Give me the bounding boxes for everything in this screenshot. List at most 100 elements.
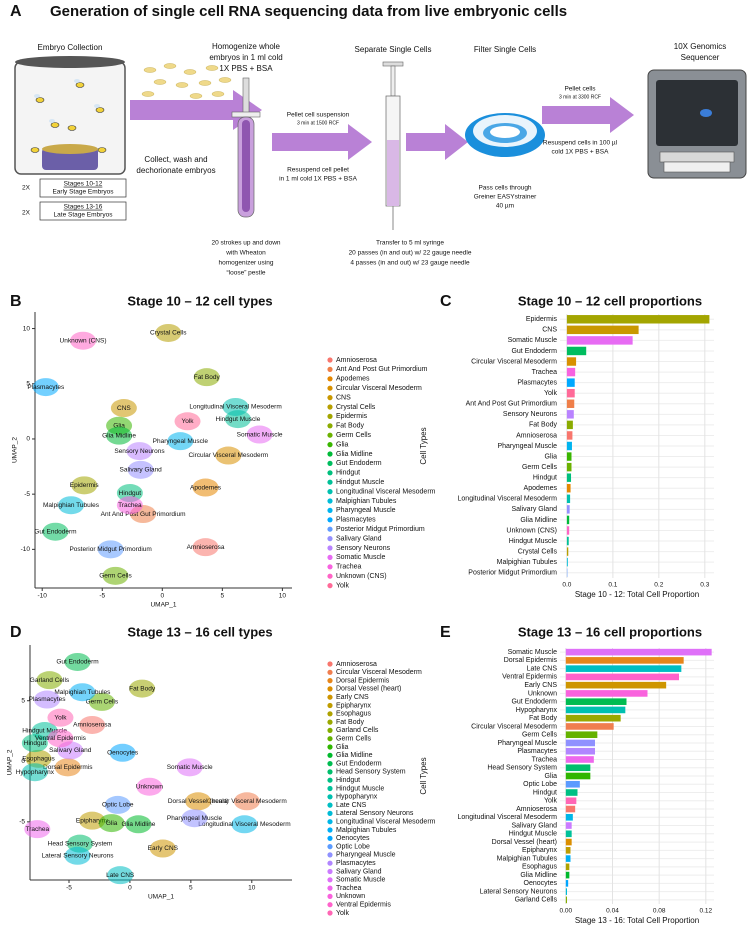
x-tick-label: -5 bbox=[99, 593, 105, 600]
step-title: Embryo Collection bbox=[38, 43, 103, 52]
step-note: Greiner EASYstrainer bbox=[474, 194, 537, 201]
panel-label: B bbox=[10, 293, 22, 310]
legend-marker bbox=[327, 827, 333, 833]
y-tick-label: Head Sensory System bbox=[487, 765, 557, 772]
legend-label: Yolk bbox=[336, 582, 349, 589]
cluster-label: Pharyngeal Muscle bbox=[153, 438, 209, 445]
legend-label: Epipharynx bbox=[336, 702, 372, 709]
x-axis-label: Stage 13 - 16: Total Cell Proportion bbox=[575, 916, 699, 925]
bar bbox=[566, 473, 572, 482]
cell-cluster bbox=[176, 758, 203, 777]
legend-label: Apodemes bbox=[336, 376, 370, 383]
legend-label: Epidermis bbox=[336, 413, 368, 420]
cluster-label: Germ Cells bbox=[99, 573, 132, 580]
step-title: Sequencer bbox=[681, 53, 720, 62]
cell-cluster bbox=[24, 820, 51, 839]
x-tick-label: 5 bbox=[221, 593, 225, 600]
cell-cluster bbox=[102, 566, 129, 585]
step-note: “loose” pestle bbox=[226, 270, 265, 277]
y-tick-label: Longitudinal Visceral Mesoderm bbox=[458, 496, 558, 503]
arrow bbox=[130, 90, 262, 130]
legend-marker bbox=[327, 442, 333, 448]
legend-marker bbox=[327, 573, 333, 579]
legend-marker bbox=[327, 785, 333, 792]
legend-label: Hindgut bbox=[336, 470, 360, 477]
step-note: Transfer to 5 ml syringe bbox=[376, 240, 444, 247]
legend-marker bbox=[327, 564, 333, 570]
legend-marker bbox=[327, 423, 333, 429]
y-tick-label: Circular Visceral Mesoderm bbox=[471, 358, 557, 365]
y-tick-label: Yolk bbox=[544, 390, 557, 397]
legend-marker bbox=[327, 885, 333, 891]
embryos-drawing bbox=[141, 63, 232, 99]
sequencer-drawing bbox=[647, 69, 747, 179]
cell-cluster bbox=[64, 846, 91, 865]
bar bbox=[566, 441, 572, 451]
step-note: 20 strokes up and down bbox=[211, 240, 280, 247]
cluster-label: Lateral Sensory Neurons bbox=[42, 852, 115, 859]
cluster-label: Unknown bbox=[136, 783, 163, 790]
bar bbox=[565, 681, 667, 689]
cell-cluster bbox=[79, 811, 106, 830]
y-tick-label: -5 bbox=[24, 491, 30, 498]
y-tick-label: Somatic Muscle bbox=[508, 649, 558, 656]
legend-marker bbox=[327, 744, 333, 750]
x-tick-label: 0.2 bbox=[654, 582, 663, 589]
y-tick-label: Germ Cells bbox=[522, 732, 558, 739]
bar bbox=[565, 805, 576, 813]
y-tick-label: Longitudinal Visceral Mesoderm bbox=[458, 814, 558, 821]
y-tick-label: Trachea bbox=[532, 756, 558, 763]
cluster-label: Glia Midline bbox=[102, 432, 136, 439]
bar bbox=[566, 357, 577, 366]
y-tick-label: Early CNS bbox=[524, 682, 557, 689]
workflow-title: Generation of single cell RNA sequencing… bbox=[50, 3, 567, 20]
multiplier: 2X bbox=[22, 185, 31, 192]
cell-cluster bbox=[58, 496, 85, 515]
y-tick-label: Unknown (CNS) bbox=[506, 527, 557, 534]
legend-marker bbox=[327, 366, 333, 372]
legend-label: Hindgut Muscle bbox=[336, 785, 384, 792]
legend-marker bbox=[327, 902, 333, 908]
legend-label: Fat Body bbox=[336, 423, 365, 430]
cluster-label: Longitudinal Visceral Mesoderm bbox=[198, 821, 290, 828]
step-detail: 3 min at 3300 RCF bbox=[559, 94, 601, 100]
cell-cluster bbox=[70, 331, 97, 350]
cluster-label: Ant And Post Gut Primordium bbox=[101, 511, 186, 518]
legend-label: Salivary Gland bbox=[336, 868, 382, 875]
cell-cluster bbox=[181, 809, 208, 828]
panel-label: C bbox=[440, 293, 452, 310]
legend-marker bbox=[327, 669, 333, 675]
legend-marker bbox=[327, 736, 333, 742]
cell-cluster bbox=[71, 476, 98, 495]
cell-cluster bbox=[88, 692, 115, 711]
legend-label: Unknown (CNS) bbox=[336, 573, 387, 580]
cell-cluster bbox=[109, 743, 136, 762]
bar bbox=[565, 648, 712, 656]
legend-marker bbox=[327, 470, 333, 476]
legend-marker bbox=[327, 794, 333, 800]
cluster-label: Plasmacytes bbox=[27, 384, 65, 391]
cluster-label: Dorsal Epidermis bbox=[43, 764, 93, 771]
cluster-label: Head Sensory System bbox=[48, 840, 113, 847]
legend-marker bbox=[327, 517, 333, 523]
cluster-label: Hindgut bbox=[24, 740, 47, 747]
legend-label: Pharyngeal Muscle bbox=[336, 852, 396, 859]
bar bbox=[566, 367, 576, 377]
bar bbox=[565, 690, 648, 697]
cluster-label: Sensory Neurons bbox=[114, 448, 165, 455]
x-tick-label: 0 bbox=[128, 885, 132, 892]
cell-cluster bbox=[231, 815, 258, 834]
legend-label: Ant And Post Gut Primordium bbox=[336, 366, 428, 373]
bar bbox=[565, 714, 621, 722]
cluster-label: Gut Endoderm bbox=[34, 528, 76, 535]
cluster-label: Malpighian Tubules bbox=[43, 502, 100, 509]
bar bbox=[565, 896, 567, 904]
bar bbox=[565, 673, 679, 681]
legend-marker bbox=[327, 835, 333, 841]
homogenizer-drawing bbox=[231, 77, 261, 218]
bar bbox=[566, 462, 572, 472]
legend-label: Sensory Neurons bbox=[336, 545, 391, 552]
y-tick-label: Crystal Cells bbox=[518, 548, 558, 555]
legend-label: Amnioserosa bbox=[336, 661, 377, 668]
cluster-label: Dorsal Vessel (heart) bbox=[168, 798, 229, 805]
